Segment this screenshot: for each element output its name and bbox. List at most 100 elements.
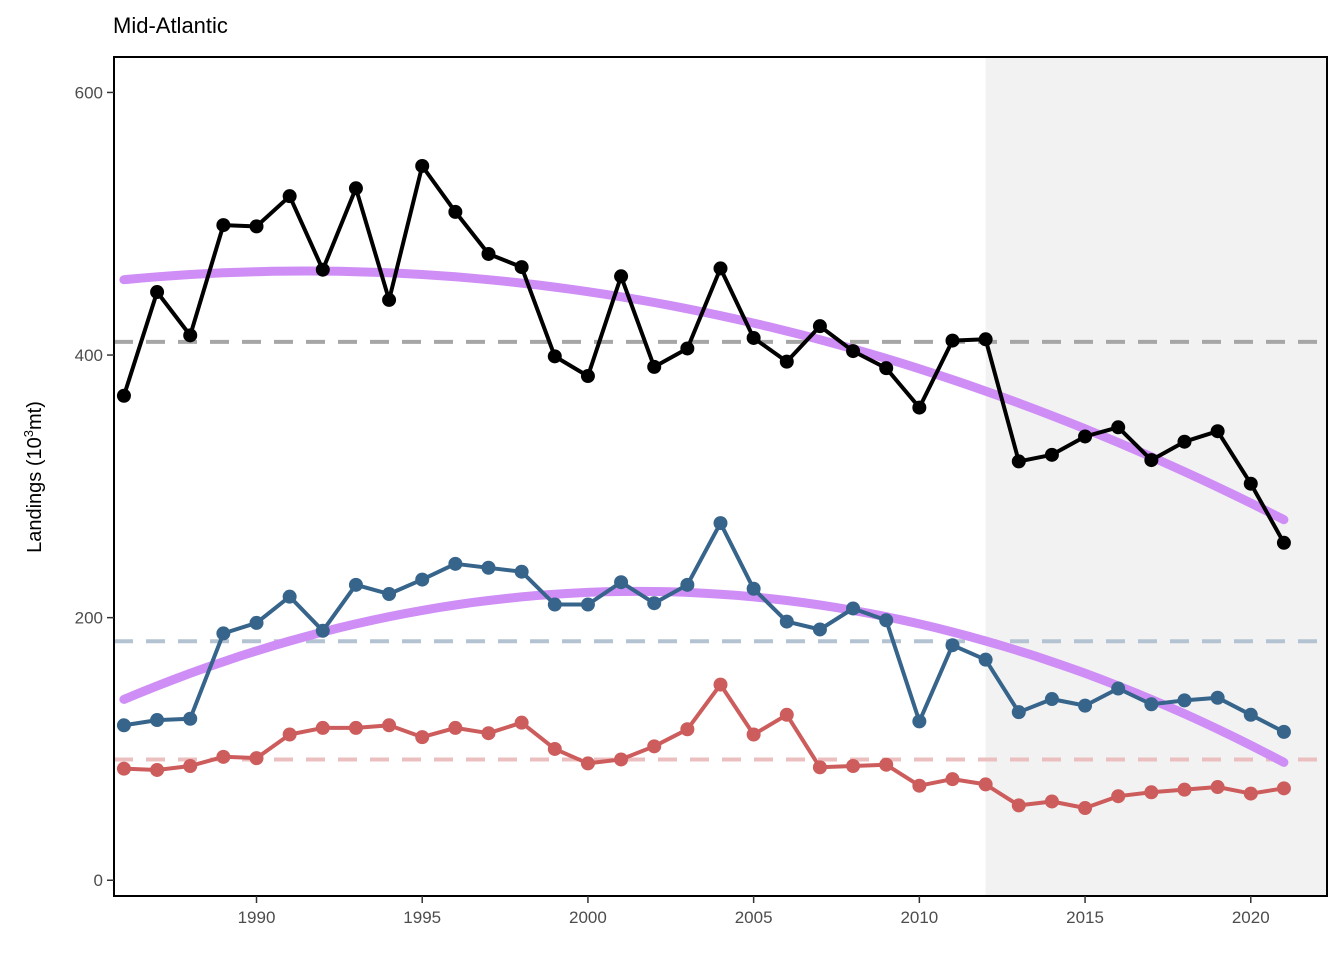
point-series-3-2000 [580, 756, 595, 771]
point-series-2-2000 [580, 597, 595, 612]
point-series-1-2020 [1243, 476, 1258, 491]
point-series-2-1992 [315, 623, 330, 638]
x-tick-label-1995: 1995 [403, 908, 441, 927]
point-series-1-2004 [713, 261, 728, 276]
x-tick-label-2015: 2015 [1066, 908, 1104, 927]
point-series-1-2017 [1144, 453, 1159, 468]
y-axis-label: Landings (103mt) [21, 401, 46, 553]
point-series-3-1991 [282, 727, 297, 742]
x-tick-label-2010: 2010 [900, 908, 938, 927]
point-series-1-2011 [945, 333, 960, 348]
point-series-1-2010 [912, 400, 927, 415]
chart-title: Mid-Atlantic [113, 13, 228, 38]
point-series-3-1988 [183, 759, 198, 774]
point-series-3-1990 [249, 751, 264, 766]
y-axis-label-sup: 3 [21, 430, 36, 437]
x-tick-label-2020: 2020 [1232, 908, 1270, 927]
point-series-2-2017 [1144, 697, 1159, 712]
point-series-2-1993 [348, 577, 363, 592]
point-series-2-1986 [116, 718, 131, 733]
point-series-1-1992 [315, 262, 330, 277]
point-series-2-1990 [249, 615, 264, 630]
point-series-1-2003 [680, 341, 695, 356]
point-series-2-2018 [1177, 693, 1192, 708]
point-series-3-2008 [846, 759, 861, 774]
point-series-2-1989 [216, 626, 231, 641]
point-series-1-1991 [282, 189, 297, 204]
mean-lines [114, 339, 1327, 762]
point-series-3-2010 [912, 778, 927, 793]
point-series-2-2015 [1078, 698, 1093, 713]
point-series-1-1987 [150, 285, 165, 300]
shaded-recent-period [985, 57, 1327, 896]
point-series-1-1988 [183, 328, 198, 343]
point-series-1-2013 [1011, 454, 1026, 469]
point-series-1-2015 [1078, 429, 1093, 444]
point-series-2-2008 [846, 601, 861, 616]
point-series-2-1995 [415, 572, 430, 587]
point-series-3-1999 [547, 741, 562, 756]
point-series-3-2014 [1044, 794, 1059, 809]
point-series-3-2021 [1276, 781, 1291, 796]
point-series-2-2013 [1011, 705, 1026, 720]
point-series-1-2019 [1210, 424, 1225, 439]
point-series-2-2019 [1210, 690, 1225, 705]
point-series-2-2016 [1111, 681, 1126, 696]
point-series-1-1996 [448, 204, 463, 219]
point-series-1-1993 [348, 181, 363, 196]
point-series-2-2010 [912, 714, 927, 729]
point-series-3-2003 [680, 722, 695, 737]
point-series-3-2018 [1177, 782, 1192, 797]
point-series-3-2002 [647, 739, 662, 754]
point-series-2-1997 [481, 560, 496, 575]
x-tick-label-2005: 2005 [735, 908, 773, 927]
point-series-3-2006 [779, 707, 794, 722]
point-series-3-2016 [1111, 789, 1126, 804]
point-series-2-1998 [514, 564, 529, 579]
point-series-3-2013 [1011, 798, 1026, 813]
point-series-2-2020 [1243, 707, 1258, 722]
point-series-3-1997 [481, 726, 496, 741]
point-series-1-2006 [779, 354, 794, 369]
point-series-1-2009 [879, 361, 894, 376]
point-series-3-2020 [1243, 786, 1258, 801]
point-series-3-1993 [348, 720, 363, 735]
point-series-3-1989 [216, 749, 231, 764]
x-tick-label-1990: 1990 [238, 908, 276, 927]
point-series-2-2003 [680, 577, 695, 592]
plot-panel [985, 57, 1327, 896]
point-series-2-2011 [945, 638, 960, 653]
point-series-1-1998 [514, 260, 529, 275]
y-tick-label-200: 200 [75, 609, 103, 628]
point-series-1-2002 [647, 359, 662, 374]
point-series-2-2002 [647, 596, 662, 611]
point-series-3-2007 [812, 760, 827, 775]
point-series-1-1986 [116, 388, 131, 403]
point-series-1-2021 [1276, 535, 1291, 550]
point-series-3-1995 [415, 730, 430, 745]
point-series-2-1996 [448, 556, 463, 571]
point-series-2-2004 [713, 516, 728, 531]
point-series-1-1994 [382, 292, 397, 307]
point-series-1-2014 [1044, 447, 1059, 462]
point-series-2-1988 [183, 711, 198, 726]
point-series-2-2007 [812, 622, 827, 637]
point-series-3-2015 [1078, 801, 1093, 816]
point-series-3-1998 [514, 715, 529, 730]
point-series-1-1999 [547, 349, 562, 364]
point-series-1-2005 [746, 330, 761, 345]
point-series-3-2017 [1144, 785, 1159, 800]
point-series-2-2001 [614, 575, 629, 590]
point-series-1-2000 [580, 369, 595, 384]
y-tick-label-600: 600 [75, 83, 103, 102]
point-series-1-1990 [249, 219, 264, 234]
point-series-2-1999 [547, 597, 562, 612]
point-series-2-2021 [1276, 724, 1291, 739]
point-series-1-2008 [846, 344, 861, 359]
point-series-3-1987 [150, 762, 165, 777]
point-series-2-1994 [382, 587, 397, 602]
axes: 1990 1995 2000 2005 2010 2015 2020 0 200 400 600 [75, 56, 1328, 927]
series-points [116, 158, 1291, 816]
point-series-3-2004 [713, 677, 728, 692]
point-series-3-2001 [614, 752, 629, 767]
